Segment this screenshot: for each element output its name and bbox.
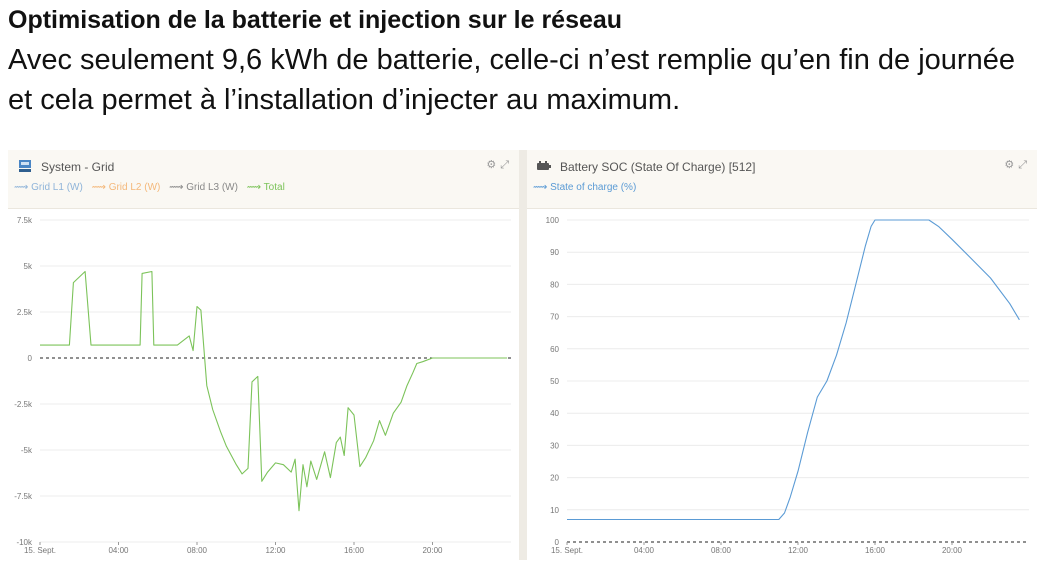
x-tick-label: 12:00 [788,546,809,555]
x-tick-label: 15. Sept. [24,546,56,555]
gear-icon[interactable]: ⚙ [486,159,497,171]
y-tick-label: 50 [550,377,559,386]
y-tick-label: -2.5k [14,400,33,409]
legend-total[interactable]: ⟿ Total [246,182,285,193]
soc-panel-tools: ⚙ ⤢ [1000,158,1027,172]
soc-panel: Battery SOC (State Of Charge) [512] ⚙ ⤢ ⟿… [527,150,1037,560]
page-title: Optimisation de la batterie et injection… [8,6,623,34]
y-tick-label: 90 [550,248,559,257]
soc-chart: 0 10 20 30 40 50 60 70 80 90 100 15. Sept. 04:00 08:0… [546,216,1029,555]
expand-icon[interactable]: ⤢ [500,159,509,171]
y-tick-label: 30 [550,441,559,450]
y-tick-label: -7.5k [14,492,33,501]
soc-panel-title: Battery SOC (State Of Charge) [512] [560,160,756,174]
grid-panel-header: System - Grid ⚙ ⤢ ⟿ Grid L1 (W) ⟿ Grid L2… [8,150,519,209]
x-tick-label: 12:00 [265,546,286,555]
grid-legend: ⟿ Grid L1 (W) ⟿ Grid L2 (W) ⟿ Grid L3 (W… [14,182,291,193]
x-tick-label: 16:00 [865,546,886,555]
x-tick-label: 04:00 [108,546,129,555]
legend-grid-l3[interactable]: ⟿ Grid L3 (W) [169,182,238,193]
legend-grid-l2[interactable]: ⟿ Grid L2 (W) [91,182,161,193]
x-tick-label: 08:00 [187,546,208,555]
gear-icon[interactable]: ⚙ [1004,159,1015,171]
y-tick-label: 80 [550,280,559,289]
y-tick-label: 20 [550,474,559,483]
grid-meter-icon [19,160,31,172]
y-tick-label: 0 [555,538,560,547]
y-tick-label: 0 [28,354,33,363]
y-tick-label: -10k [16,538,33,547]
y-tick-label: 5k [24,262,33,271]
grid-panel: System - Grid ⚙ ⤢ ⟿ Grid L1 (W) ⟿ Grid L2… [8,150,519,560]
x-tick-label: 20:00 [942,546,963,555]
x-tick-label: 15. Sept. [551,546,583,555]
y-tick-label: 100 [546,216,560,225]
y-tick-label: 40 [550,409,559,418]
soc-panel-header: Battery SOC (State Of Charge) [512] ⚙ ⤢ ⟿… [527,150,1037,209]
y-tick-label: 60 [550,345,559,354]
soc-legend: ⟿ State of charge (%) [533,182,642,193]
x-tick-label: 08:00 [711,546,732,555]
expand-icon[interactable]: ⤢ [1018,159,1027,171]
y-tick-label: 7.5k [17,216,33,225]
series-line-total [40,270,508,512]
panel-divider [519,150,527,560]
page-subtitle: Avec seulement 9,6 kWh de batterie, cell… [8,44,1015,116]
legend-state-of-charge[interactable]: ⟿ State of charge (%) [533,182,637,193]
legend-grid-l1[interactable]: ⟿ Grid L1 (W) [14,182,83,193]
y-tick-label: 10 [550,506,559,515]
grid-panel-tools: ⚙ ⤢ [482,158,509,172]
series-line-state-of-charge [567,219,1020,521]
y-tick-label: 70 [550,313,559,322]
y-tick-label: 2.5k [17,308,33,317]
grid-panel-title: System - Grid [41,160,115,174]
x-tick-label: 16:00 [344,546,365,555]
x-tick-label: 04:00 [634,546,655,555]
x-tick-label: 20:00 [422,546,443,555]
y-tick-label: -5k [21,446,33,455]
battery-icon [537,161,551,170]
